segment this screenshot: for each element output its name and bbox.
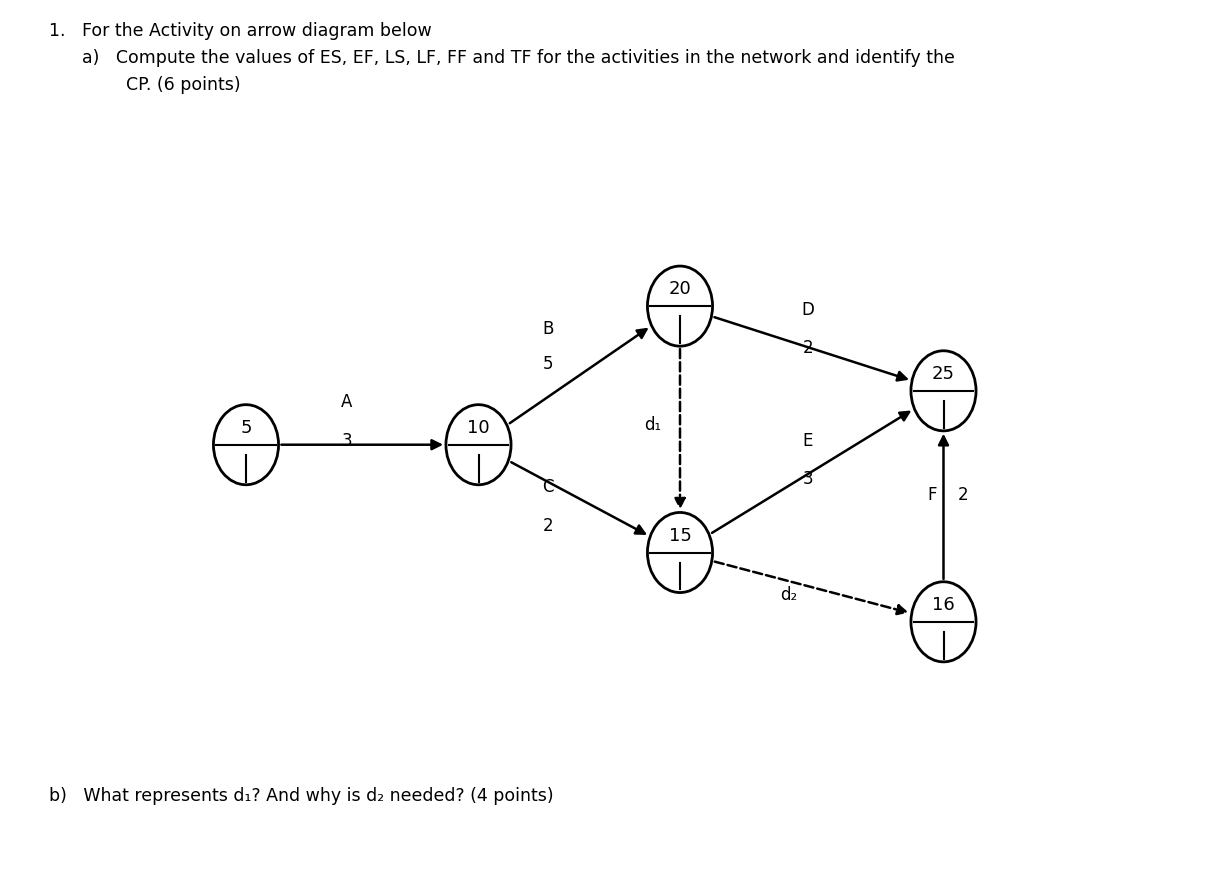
Ellipse shape [446,404,512,485]
Text: D: D [802,301,814,319]
Text: 2: 2 [543,517,553,534]
Text: CP. (6 points): CP. (6 points) [49,76,241,93]
Text: 2: 2 [957,485,968,504]
Text: A: A [341,393,353,412]
Text: C: C [542,478,554,496]
Text: F: F [927,485,936,504]
Text: 10: 10 [468,419,490,436]
Text: 15: 15 [668,526,692,545]
Ellipse shape [911,581,976,661]
Text: 1.   For the Activity on arrow diagram below: 1. For the Activity on arrow diagram bel… [49,22,432,40]
Text: 5: 5 [240,419,252,436]
Text: 3: 3 [341,432,353,450]
Text: 20: 20 [668,280,692,299]
Text: B: B [542,320,554,338]
Ellipse shape [213,404,279,485]
Text: 5: 5 [543,355,553,372]
Ellipse shape [647,512,712,593]
Text: 3: 3 [803,470,813,488]
Ellipse shape [911,351,976,431]
Text: d₂: d₂ [780,586,797,604]
Text: a)   Compute the values of ES, EF, LS, LF, FF and TF for the activities in the n: a) Compute the values of ES, EF, LS, LF,… [49,49,955,67]
Text: E: E [803,432,813,450]
Text: 2: 2 [803,340,813,357]
Text: d₁: d₁ [644,416,661,435]
Text: b)   What represents d₁? And why is d₂ needed? (4 points): b) What represents d₁? And why is d₂ nee… [49,787,553,805]
Text: 16: 16 [933,596,955,614]
Ellipse shape [647,266,712,346]
Text: 25: 25 [931,365,955,383]
